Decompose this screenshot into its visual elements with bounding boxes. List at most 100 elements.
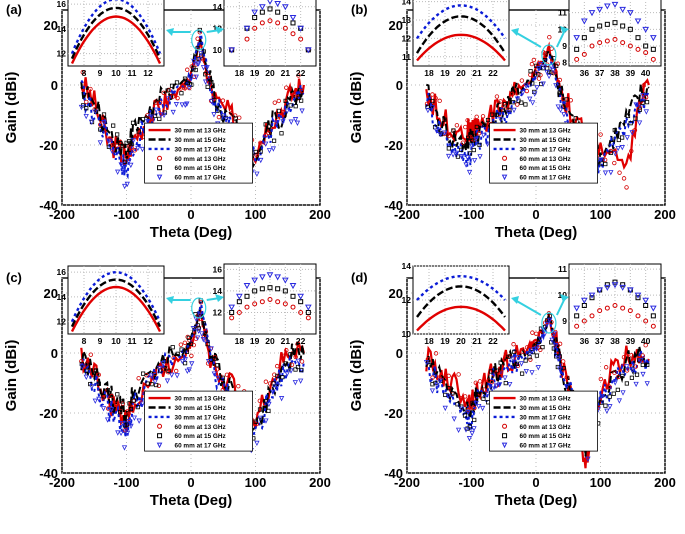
- series-marker: [502, 375, 508, 381]
- series-marker: [136, 418, 142, 424]
- inset-marker: [581, 318, 587, 324]
- legend-entry: 60 mm at 15 GHz: [520, 165, 571, 172]
- y-tick-label: 0: [396, 78, 403, 93]
- series-marker: [621, 176, 627, 181]
- inset-marker: [626, 287, 634, 294]
- series-marker: [104, 417, 111, 423]
- series-marker: [295, 358, 301, 364]
- series-marker: [272, 372, 277, 377]
- series-marker: [450, 391, 455, 396]
- inset-tick-label: 18: [235, 336, 245, 346]
- x-tick-label: 100: [590, 207, 612, 222]
- series-marker: [293, 367, 298, 372]
- series-marker: [215, 375, 221, 382]
- series-marker: [79, 364, 85, 370]
- inset-tick-label: 9: [98, 68, 103, 78]
- inset-right: 18 19 20 21 22 12 14 16: [213, 263, 317, 346]
- x-axis-label: Theta (Deg): [150, 492, 233, 509]
- series-marker: [634, 372, 640, 377]
- inset-tick-label: 19: [250, 68, 260, 78]
- legend-entry: 30 mm at 13 GHz: [520, 396, 571, 403]
- series-marker: [202, 338, 209, 344]
- legend-entry: 30 mm at 15 GHz: [175, 405, 226, 412]
- series-marker: [544, 69, 550, 76]
- series-marker: [263, 379, 269, 384]
- series-marker: [164, 378, 171, 384]
- inset-tick-label: 39: [626, 68, 636, 78]
- series-marker: [96, 372, 101, 377]
- series-marker: [563, 384, 570, 390]
- inset-marker: [275, 9, 281, 15]
- series-marker: [454, 150, 460, 157]
- series-marker: [616, 374, 621, 380]
- series-marker: [437, 98, 442, 104]
- series-marker: [237, 115, 242, 120]
- series-marker: [546, 73, 552, 80]
- inset-tick-label: 22: [296, 336, 306, 346]
- inset-marker: [604, 305, 610, 311]
- series-marker: [136, 129, 141, 134]
- x-tick-label: 200: [309, 475, 331, 490]
- series-marker: [423, 359, 430, 366]
- series-marker: [284, 85, 289, 90]
- series-marker: [446, 133, 452, 139]
- legend-entry: 60 mm at 13 GHz: [175, 424, 226, 431]
- series-marker: [471, 147, 476, 153]
- series-marker: [79, 361, 84, 367]
- series-marker: [79, 359, 84, 364]
- inset-tick-label: 36: [580, 68, 590, 78]
- inset-tick-label: 38: [610, 68, 620, 78]
- series-marker: [534, 353, 540, 358]
- series-marker: [148, 373, 155, 379]
- series-marker: [197, 312, 203, 318]
- series-marker: [257, 415, 263, 422]
- series-marker: [263, 141, 269, 147]
- legend-box: [144, 390, 253, 452]
- series-marker: [557, 77, 563, 83]
- series-marker: [195, 36, 200, 41]
- series-marker: [628, 121, 633, 126]
- series-marker: [205, 84, 210, 89]
- series-marker: [279, 131, 284, 136]
- series-marker: [564, 97, 569, 102]
- series-marker: [130, 137, 137, 144]
- series-marker: [201, 321, 206, 326]
- series-marker: [476, 392, 481, 398]
- series-marker: [430, 98, 435, 104]
- series-marker: [96, 396, 102, 403]
- series-marker: [109, 393, 114, 399]
- series-marker: [480, 132, 487, 139]
- series-marker: [157, 100, 163, 105]
- inset-marker: [620, 282, 626, 288]
- series-marker: [616, 398, 623, 404]
- inset-marker: [580, 297, 588, 304]
- series-marker: [188, 76, 194, 82]
- inset-tick-label: 21: [281, 336, 291, 346]
- zoom-arrowhead: [511, 296, 519, 304]
- series-marker: [299, 88, 305, 94]
- inset-tick-label: 8: [82, 336, 87, 346]
- series-marker: [528, 357, 533, 362]
- series-marker: [540, 81, 546, 87]
- legend-entry: 30 mm at 15 GHz: [520, 137, 571, 144]
- series-marker: [612, 151, 618, 157]
- series-marker: [489, 379, 495, 385]
- inset-tick-label: 14: [57, 292, 67, 302]
- series-marker: [529, 100, 536, 106]
- inset-marker: [619, 6, 627, 13]
- inset-marker: [573, 305, 581, 312]
- inset-marker: [259, 286, 265, 292]
- series-marker: [494, 112, 499, 117]
- series-marker: [111, 123, 116, 128]
- series-marker: [434, 382, 440, 389]
- series-marker: [488, 369, 494, 374]
- series-marker: [494, 94, 500, 99]
- inset-marker: [612, 20, 618, 26]
- series-marker: [437, 378, 443, 384]
- series-marker: [173, 368, 179, 374]
- series-marker: [129, 141, 134, 147]
- series-marker: [236, 384, 241, 389]
- inset-tick-label: 18: [424, 336, 434, 346]
- y-tick-label: -20: [384, 406, 403, 421]
- series-marker: [463, 124, 468, 130]
